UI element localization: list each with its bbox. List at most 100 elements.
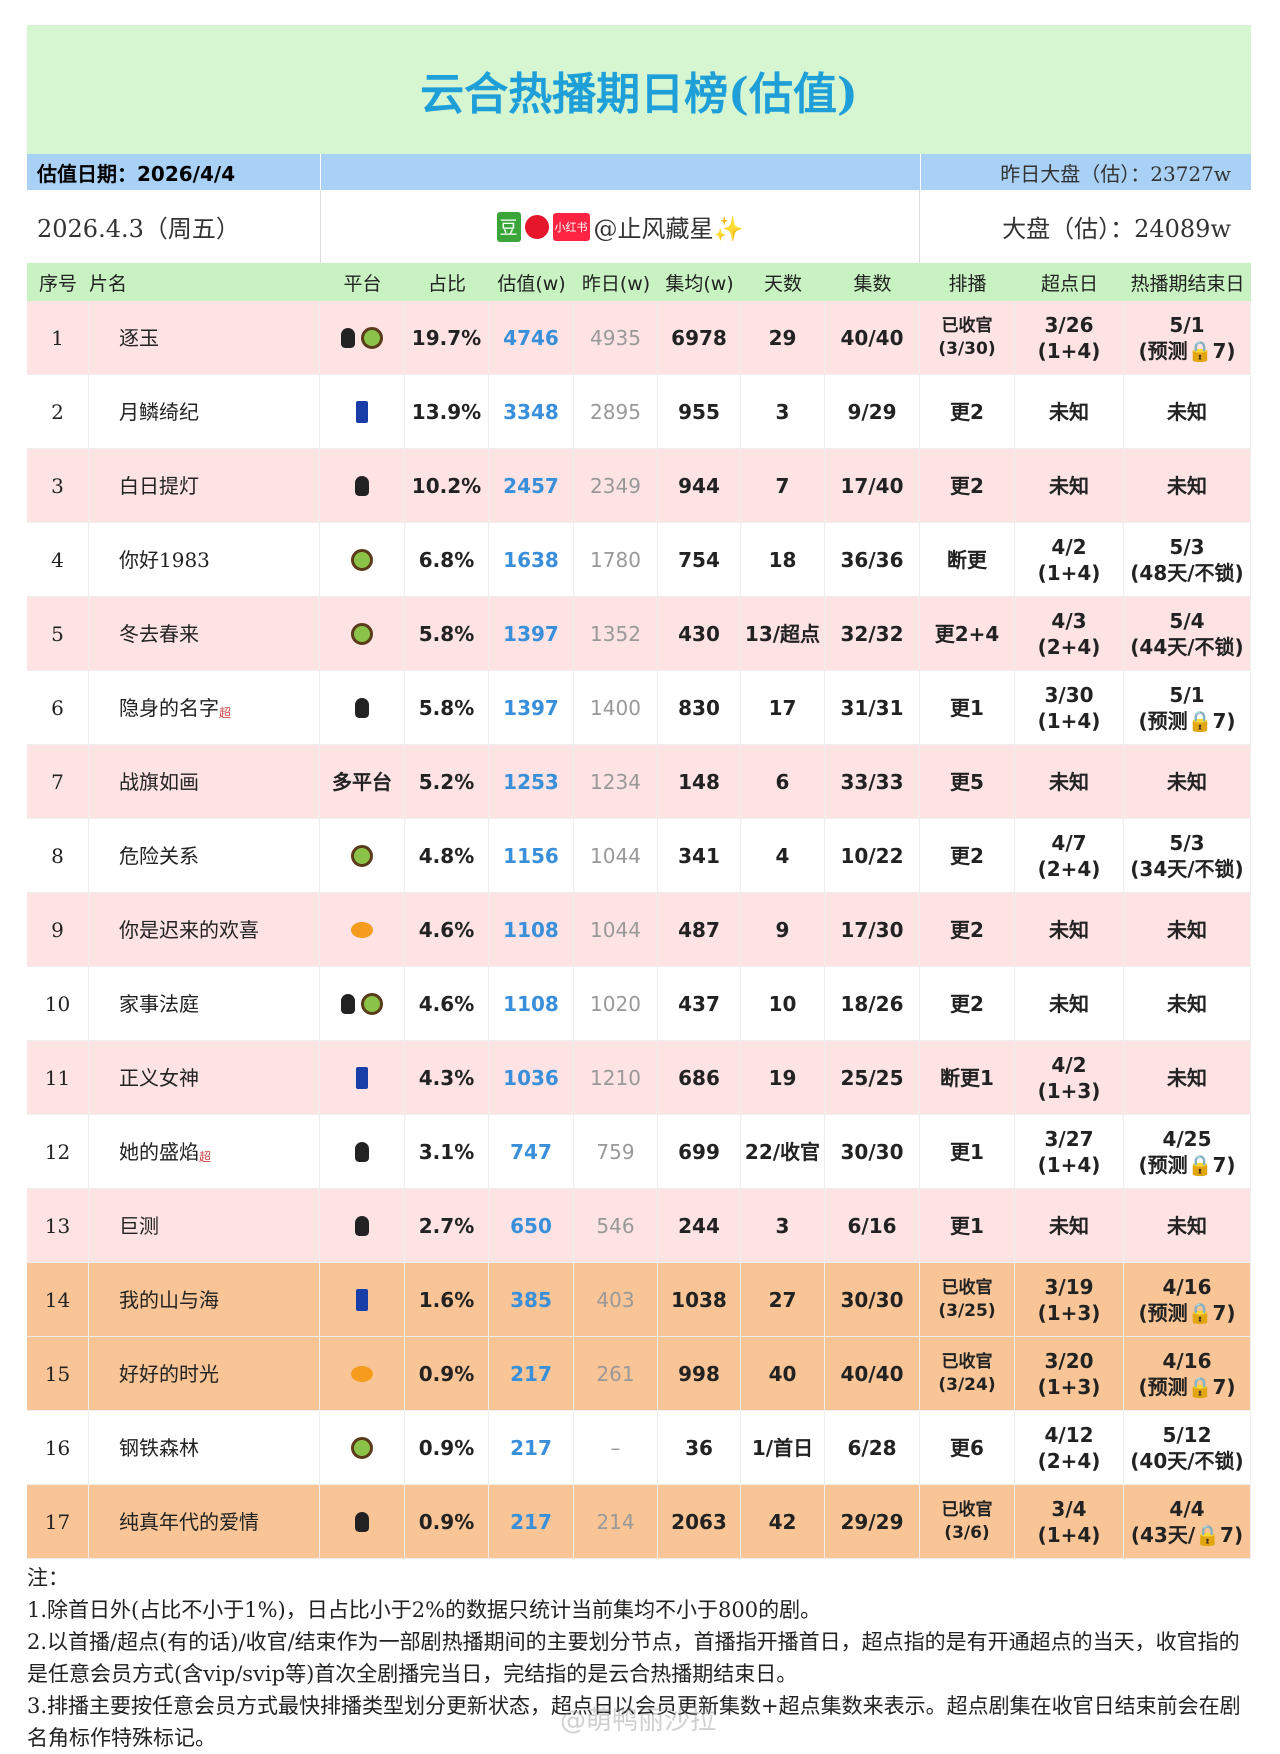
- platform: [320, 1115, 405, 1188]
- name-text: 巨测: [119, 1213, 159, 1238]
- peak: 未知: [1015, 1189, 1124, 1262]
- days: 4: [741, 819, 825, 892]
- info-bar: 估值日期：2026/4/4 昨日大盘（估）：23727w: [27, 154, 1251, 190]
- no: 2: [27, 375, 89, 448]
- platform-icon: [351, 921, 373, 938]
- platform-icon: [355, 1511, 369, 1532]
- days: 18: [741, 523, 825, 596]
- avg: 148: [658, 745, 741, 818]
- pct: 0.9%: [405, 1337, 489, 1410]
- note-item: 2.以首播/超点(有的话)/收官/结束作为一部剧热播期间的主要划分节点，首播指开…: [27, 1630, 1240, 1686]
- name-text: 纯真年代的爱情: [119, 1509, 259, 1534]
- table-row: 13 巨测 2.7% 650 546 244 3 6/16 更1 未知 未知: [27, 1189, 1251, 1263]
- column-header: 估值(w): [497, 272, 566, 295]
- pct: 10.2%: [405, 449, 489, 522]
- table-row: 5 冬去春来 5.8% 1397 1352 430 13/超点 32/32 更2+4 4/3 (2…: [27, 597, 1251, 671]
- info-row: 2026.4.3（周五） 豆 小红书 @止风藏星✨ 大盘（估）：24089w: [27, 190, 1251, 263]
- column-header: 平台: [343, 272, 382, 295]
- no: 6: [27, 671, 89, 744]
- est: 1036: [489, 1041, 574, 1114]
- eps: 30/30: [825, 1115, 920, 1188]
- schedule: 断更1: [920, 1041, 1015, 1114]
- peak: 3/27 (1+4): [1015, 1115, 1124, 1188]
- table-row: 4 你好1983 6.8% 1638 1780 754 18 36/36 断更 4/2 (1+4)…: [27, 523, 1251, 597]
- no: 16: [27, 1411, 89, 1484]
- no: 10: [27, 967, 89, 1040]
- platform: [320, 301, 405, 374]
- end: 未知: [1124, 449, 1251, 522]
- name: 危险关系: [89, 819, 320, 892]
- avg: 754: [658, 523, 741, 596]
- watermark: @萌鸭丽沙拉: [560, 1706, 717, 1736]
- name: 你好1983: [89, 523, 320, 596]
- schedule: 断更: [920, 523, 1015, 596]
- platform-icon: [355, 1215, 369, 1236]
- platform-icon: [351, 1365, 373, 1382]
- schedule: 更1: [920, 1115, 1015, 1188]
- avg: 341: [658, 819, 741, 892]
- platform: [320, 375, 405, 448]
- platform: [320, 449, 405, 522]
- name: 钢铁森林: [89, 1411, 320, 1484]
- table-row: 15 好好的时光 0.9% 217 261 998 40 40/40 已收官 (3/24) 3/2…: [27, 1337, 1251, 1411]
- table-row: 8 危险关系 4.8% 1156 1044 341 4 10/22 更2 4/7 (2+4) 5/3…: [27, 819, 1251, 893]
- platform-icon: [341, 993, 355, 1014]
- platform-icon: [351, 622, 373, 645]
- schedule: 更6: [920, 1411, 1015, 1484]
- eps: 17/40: [825, 449, 920, 522]
- avg: 430: [658, 597, 741, 670]
- peak: 未知: [1015, 449, 1124, 522]
- platform: [320, 967, 405, 1040]
- days: 40: [741, 1337, 825, 1410]
- pct: 5.8%: [405, 597, 489, 670]
- end: 未知: [1124, 375, 1251, 448]
- est: 1108: [489, 893, 574, 966]
- peak: 4/7 (2+4): [1015, 819, 1124, 892]
- end: 5/1 (预测🔒7): [1124, 671, 1251, 744]
- est: 1156: [489, 819, 574, 892]
- end: 未知: [1124, 893, 1251, 966]
- avg: 998: [658, 1337, 741, 1410]
- avg: 686: [658, 1041, 741, 1114]
- schedule: 已收官 (3/30): [920, 301, 1015, 374]
- name: 我的山与海: [89, 1263, 320, 1336]
- name-text: 你好1983: [119, 547, 210, 572]
- yday: 4935: [574, 301, 658, 374]
- source-text: @止风藏星✨: [593, 215, 744, 243]
- end: 4/16 (预测🔒7): [1124, 1337, 1251, 1410]
- peak: 4/3 (2+4): [1015, 597, 1124, 670]
- no: 12: [27, 1115, 89, 1188]
- platform-icon: [361, 992, 383, 1015]
- notes-title: 注：: [27, 1566, 69, 1590]
- end: 4/4 (43天/🔒7): [1124, 1485, 1251, 1558]
- est: 2457: [489, 449, 574, 522]
- avg: 487: [658, 893, 741, 966]
- table-row: 3 白日提灯 10.2% 2457 2349 944 7 17/40 更2 未知 未知: [27, 449, 1251, 523]
- name: 她的盛焰超: [89, 1115, 320, 1188]
- table-row: 14 我的山与海 1.6% 385 403 1038 27 30/30 已收官 (3/25) 3/…: [27, 1263, 1251, 1337]
- eps: 29/29: [825, 1485, 920, 1558]
- yday: 1234: [574, 745, 658, 818]
- date-label: 估值日期：2026/4/4: [37, 161, 236, 186]
- pct: 1.6%: [405, 1263, 489, 1336]
- eps: 6/28: [825, 1411, 920, 1484]
- eps: 18/26: [825, 967, 920, 1040]
- name: 月鳞绮纪: [89, 375, 320, 448]
- schedule: 更2+4: [920, 597, 1015, 670]
- name: 战旗如画: [89, 745, 320, 818]
- no: 7: [27, 745, 89, 818]
- yday: 261: [574, 1337, 658, 1410]
- name-text: 冬去春来: [119, 621, 199, 646]
- table-row: 11 正义女神 4.3% 1036 1210 686 19 25/25 断更1 4/2 (1+3)…: [27, 1041, 1251, 1115]
- platform-icon: [355, 475, 369, 496]
- no: 8: [27, 819, 89, 892]
- pct: 4.3%: [405, 1041, 489, 1114]
- yday: 2895: [574, 375, 658, 448]
- end: 未知: [1124, 1189, 1251, 1262]
- avg: 437: [658, 967, 741, 1040]
- column-header: 排播: [948, 272, 987, 295]
- platform-icon: [351, 844, 373, 867]
- column-header: 集均(w): [665, 272, 734, 295]
- days: 10: [741, 967, 825, 1040]
- days: 1/首日: [741, 1411, 825, 1484]
